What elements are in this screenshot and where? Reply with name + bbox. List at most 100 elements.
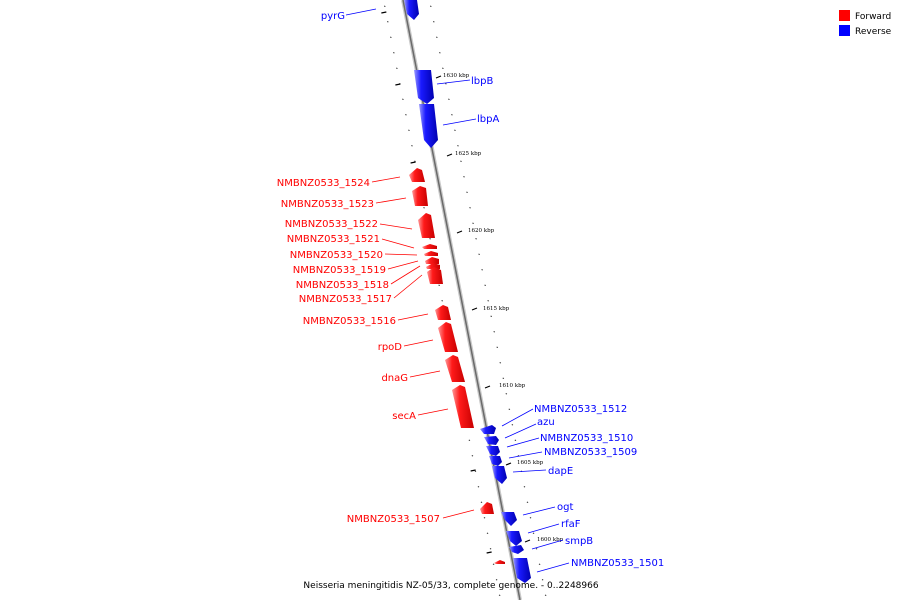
gene-label-NMBNZ0533_1524[interactable]: NMBNZ0533_1524	[277, 178, 370, 189]
gene-NMBNZ0533_1517[interactable]	[427, 267, 443, 284]
gene-NMBNZ0533_1509[interactable]	[489, 456, 502, 466]
gene-NMBNZ0533_1524[interactable]	[409, 168, 425, 182]
minor-tick-right	[429, 5, 432, 8]
minor-tick-left	[408, 129, 410, 132]
gene-NMBNZ0533_1519[interactable]	[425, 257, 439, 264]
legend: Forward Reverse	[839, 10, 892, 37]
minor-tick-right	[493, 331, 496, 333]
minor-tick-right	[544, 594, 547, 597]
gene-label-azu[interactable]: azu	[537, 417, 555, 428]
minor-tick-right	[496, 346, 499, 349]
legend-forward-label: Forward	[855, 12, 891, 22]
gene-small-forward[interactable]	[494, 560, 505, 564]
gene-label-lbpB[interactable]: lbpB	[471, 76, 493, 87]
minor-tick-right	[454, 129, 456, 132]
minor-tick-right	[460, 160, 462, 163]
gene-label-lbpA[interactable]: lbpA	[477, 114, 499, 125]
tick-mark	[471, 307, 478, 311]
tick-mark	[484, 385, 491, 389]
segment-dash	[395, 83, 401, 86]
gene-pyrG[interactable]	[404, 0, 419, 20]
minor-tick-right	[532, 532, 535, 535]
minor-tick-left	[489, 548, 492, 550]
segment-dash	[470, 469, 476, 472]
segment-dash	[381, 11, 387, 14]
minor-tick-right	[487, 300, 490, 302]
minor-tick-right	[451, 114, 453, 116]
minor-tick-left	[492, 563, 495, 566]
gene-azu[interactable]	[484, 436, 499, 445]
gene-secA[interactable]	[452, 385, 474, 428]
gene-rpoD[interactable]	[438, 322, 458, 352]
minor-tick-rails	[381, 5, 547, 597]
gene-NMBNZ0533_1521[interactable]	[422, 244, 437, 249]
gene-label-NMBNZ0533_1517[interactable]: NMBNZ0533_1517	[299, 294, 392, 305]
minor-tick-right	[466, 191, 468, 194]
gene-NMBNZ0533_1518[interactable]	[426, 263, 440, 269]
minor-tick-right	[508, 408, 511, 411]
gene-label-rpoD[interactable]: rpoD	[378, 342, 403, 353]
legend-reverse-label: Reverse	[855, 27, 892, 37]
gene-label-NMBNZ0533_1510[interactable]: NMBNZ0533_1510	[540, 433, 633, 444]
minor-tick-right	[439, 52, 441, 54]
minor-tick-right	[478, 253, 480, 256]
minor-tick-left	[468, 439, 471, 442]
gene-NMBNZ0533_1523[interactable]	[412, 186, 428, 206]
gene-label-NMBNZ0533_1512[interactable]: NMBNZ0533_1512	[534, 404, 627, 415]
tick-mark	[435, 75, 442, 79]
gene-labels: pyrG lbpB lbpA NMBNZ0533_1524 NMBNZ0533_…	[277, 11, 664, 569]
minor-tick-right	[432, 21, 435, 23]
minor-tick-left	[441, 300, 444, 302]
minor-tick-right	[505, 393, 508, 395]
gene-label-rfaF[interactable]: rfaF	[561, 519, 581, 530]
gene-label-pyrG[interactable]: pyrG	[321, 11, 345, 22]
gene-label-NMBNZ0533_1523[interactable]: NMBNZ0533_1523	[281, 199, 374, 210]
gene-dapE[interactable]	[492, 466, 507, 484]
minor-tick-left	[402, 98, 404, 101]
gene-smpB[interactable]	[509, 545, 524, 554]
minor-tick-left	[471, 455, 474, 457]
gene-ogt[interactable]	[501, 512, 517, 526]
gene-label-NMBNZ0533_1516[interactable]: NMBNZ0533_1516	[303, 316, 396, 327]
segment-dash	[486, 551, 492, 554]
minor-tick-right	[435, 36, 438, 39]
gene-rfaF[interactable]	[506, 531, 522, 546]
gene-label-ogt[interactable]: ogt	[557, 502, 573, 513]
minor-tick-left	[495, 579, 498, 581]
gene-features	[404, 0, 531, 583]
gene-label-secA[interactable]: secA	[392, 411, 416, 422]
gene-NMBNZ0533_1510[interactable]	[486, 446, 500, 456]
gene-NMBNZ0533_1520[interactable]	[424, 251, 438, 256]
gene-label-NMBNZ0533_1521[interactable]: NMBNZ0533_1521	[287, 234, 380, 245]
minor-tick-left	[474, 470, 477, 473]
gene-label-NMBNZ0533_1507[interactable]: NMBNZ0533_1507	[347, 514, 440, 525]
gene-NMBNZ0533_1507[interactable]	[480, 502, 494, 514]
gene-label-NMBNZ0533_1520[interactable]: NMBNZ0533_1520	[290, 250, 383, 261]
gene-NMBNZ0533_1501[interactable]	[513, 558, 531, 583]
minor-tick-left	[411, 145, 413, 147]
gene-label-NMBNZ0533_1518[interactable]: NMBNZ0533_1518	[296, 280, 389, 291]
minor-tick-left	[389, 36, 392, 39]
gene-dnaG[interactable]	[445, 355, 465, 382]
gene-NMBNZ0533_1516[interactable]	[435, 305, 451, 320]
minor-tick-right	[469, 207, 471, 209]
minor-tick-left	[498, 594, 501, 597]
gene-label-smpB[interactable]: smpB	[565, 536, 593, 547]
legend-forward-swatch	[839, 10, 850, 21]
gene-label-NMBNZ0533_1501[interactable]: NMBNZ0533_1501	[571, 558, 664, 569]
gene-label-dnaG[interactable]: dnaG	[381, 373, 408, 384]
minor-tick-right	[457, 145, 459, 147]
gene-label-dapE[interactable]: dapE	[548, 466, 573, 477]
minor-tick-left	[383, 5, 386, 8]
minor-tick-right	[484, 284, 486, 287]
gene-NMBNZ0533_1522[interactable]	[418, 213, 435, 238]
gene-label-NMBNZ0533_1509[interactable]: NMBNZ0533_1509	[544, 447, 637, 458]
minor-tick-left	[429, 238, 431, 240]
gene-label-NMBNZ0533_1522[interactable]: NMBNZ0533_1522	[285, 219, 378, 230]
gene-label-NMBNZ0533_1519[interactable]: NMBNZ0533_1519	[293, 265, 386, 276]
minor-tick-left	[405, 114, 407, 116]
gene-lbpA[interactable]	[419, 104, 438, 148]
gene-NMBNZ0533_1512[interactable]	[480, 425, 496, 434]
gene-lbpB[interactable]	[414, 70, 434, 104]
minor-tick-right	[481, 269, 483, 271]
